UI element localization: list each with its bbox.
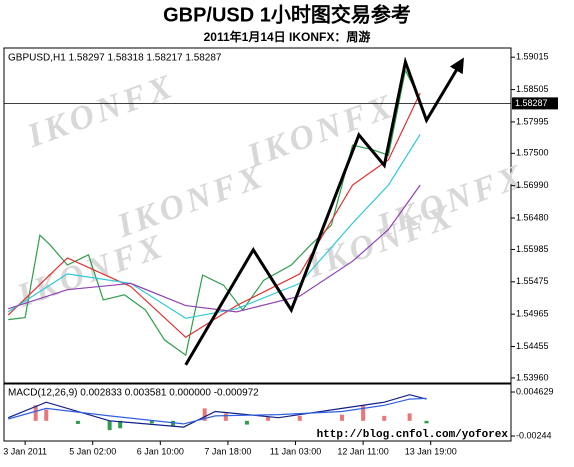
y-tick-label: 1.56480 [516,212,549,222]
series-line [7,92,421,339]
macd-bar [244,420,249,425]
x-tick-label: 11 Jan 03:00 [270,446,321,456]
macd-info: MACD(12,26,9) 0.002833 0.003581 0.000000… [8,388,259,399]
macd-bar [118,420,123,429]
macd-bar [149,420,154,424]
series-line [7,133,421,319]
y-tick-label: 1.55985 [516,244,549,254]
y-tick-label: 1.59015 [516,52,549,62]
last-price-box [512,97,558,110]
macd-bar [361,405,366,421]
macd-bar [407,413,412,421]
x-tick-label: 12 Jan 11:00 [337,446,388,456]
x-tick-label: 7 Jan 18:00 [204,446,251,456]
macd-bar [382,415,387,421]
macd-bar [202,408,207,421]
macd-bar [266,417,271,421]
macd-bar [33,405,38,421]
series-line [8,68,421,357]
x-tick-label: 6 Jan 10:00 [137,446,184,456]
y-tick-label: 1.53960 [516,372,549,382]
y-tick-label: 1.54965 [516,309,549,319]
y-tick-label: 1.57500 [516,148,549,158]
macd-bar [107,420,112,431]
x-tick-label: 5 Jan 02:00 [69,446,116,456]
trend-arrow [184,56,464,366]
macd-bar [340,414,344,421]
y-tick-label: -0.00244 [516,430,552,440]
macd-panel [3,383,512,442]
series-line [8,184,421,313]
macd-bar [75,420,80,424]
price-panel [3,47,512,384]
macd-bar [297,415,302,421]
series-line [8,397,427,425]
macd-bar [424,420,429,424]
chart-title: GBP/USD 1小时图交易参考 [163,2,411,26]
y-tick-label: 1.58505 [516,84,549,94]
last-price-label: 1.58287 [515,98,548,108]
x-tick-label: 3 Jan 2011 [3,446,47,456]
chart-subtitle: 2011年1月14日 IKONFX：周游 [204,29,371,44]
source-url: http://blog.cnfol.com/yoforex [317,429,509,441]
y-tick-label: 1.57995 [516,116,549,126]
y-tick-label: 1.56990 [516,180,549,190]
macd-bar [223,413,228,421]
price-info: GBPUSD,H1 1.58297 1.58318 1.58217 1.5828… [8,53,222,64]
y-tick-label: 0.004629 [516,386,554,396]
y-tick-label: 1.55475 [516,276,549,286]
x-tick-label: 13 Jan 19:00 [405,446,457,456]
y-tick-label: 1.54455 [516,341,549,351]
series-line [7,394,427,428]
macd-bar [44,409,49,421]
